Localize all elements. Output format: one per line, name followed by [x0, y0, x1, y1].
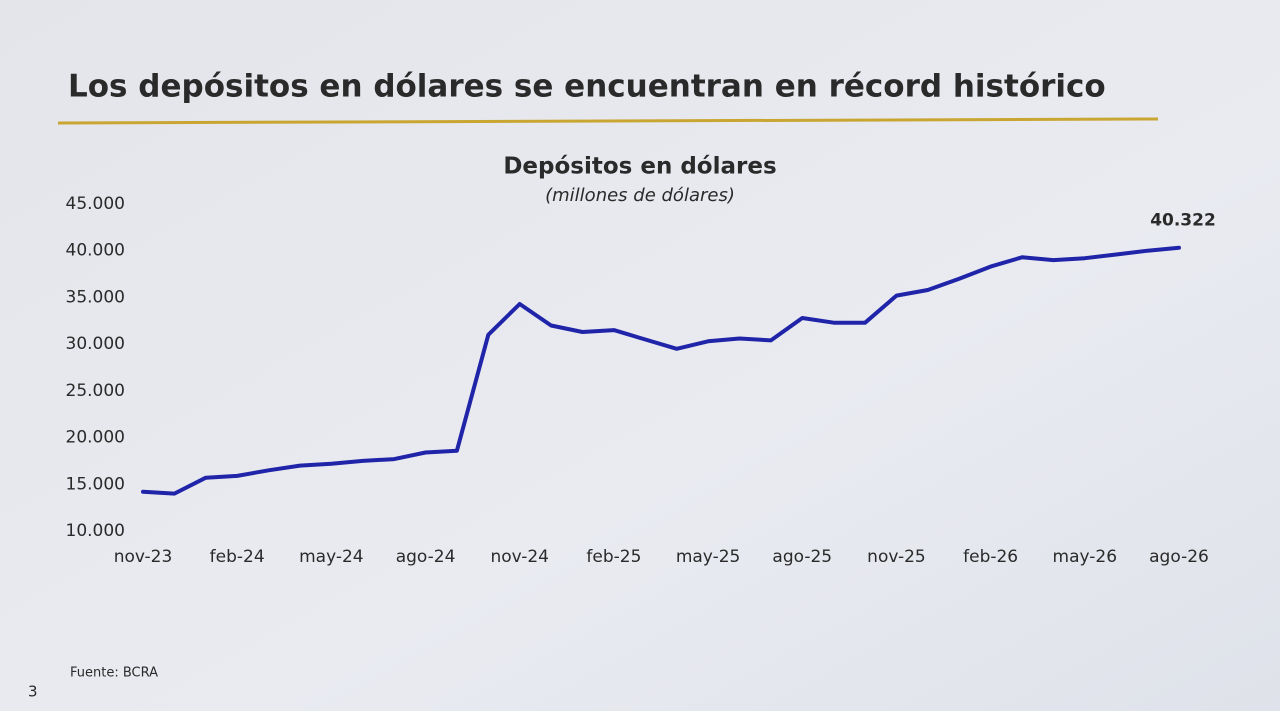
- x-tick-label: ago-25: [772, 547, 832, 567]
- y-tick-label: 35.000: [66, 287, 125, 307]
- x-tick-label: may-24: [299, 547, 364, 567]
- x-tick-label: nov-25: [867, 547, 926, 567]
- title-rule: [57, 117, 1159, 125]
- y-tick-label: 30.000: [66, 334, 125, 354]
- y-tick-label: 20.000: [66, 428, 125, 448]
- chart-title: Depósitos en dólares: [503, 154, 776, 180]
- x-tick-label: may-26: [1053, 547, 1118, 567]
- y-tick-label: 10.000: [66, 521, 125, 541]
- y-tick-label: 45.000: [66, 194, 125, 214]
- x-tick-label: ago-24: [396, 547, 456, 567]
- page-number: 3: [28, 683, 38, 701]
- y-tick-label: 25.000: [66, 381, 125, 401]
- chart-subtitle: (millones de dólares): [545, 185, 735, 206]
- x-tick-label: nov-24: [490, 547, 549, 567]
- data-line: [141, 245, 1181, 496]
- x-tick-label: feb-24: [210, 547, 265, 567]
- y-tick-label: 15.000: [66, 474, 125, 494]
- x-tick-label: may-25: [676, 547, 741, 567]
- x-tick-label: nov-23: [114, 547, 173, 567]
- data-label: 40.322: [1150, 211, 1216, 231]
- x-tick-label: feb-25: [586, 547, 641, 567]
- x-tick-label: ago-26: [1149, 547, 1209, 567]
- source: Fuente: BCRA: [70, 666, 158, 681]
- x-tick-label: feb-26: [963, 547, 1018, 567]
- y-tick-label: 40.000: [66, 241, 125, 261]
- slide-title: Los depósitos en dólares se encuentran e…: [68, 69, 1106, 105]
